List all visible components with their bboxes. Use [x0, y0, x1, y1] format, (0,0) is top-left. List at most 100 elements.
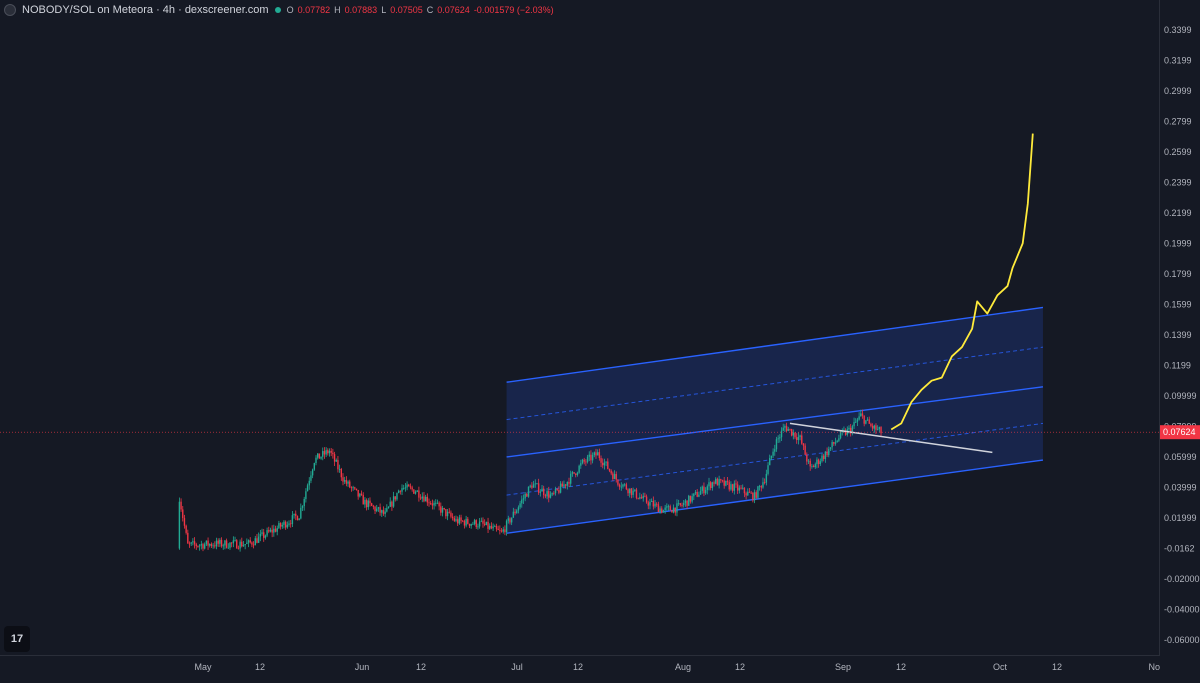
- candle: [244, 544, 246, 546]
- candle: [504, 529, 506, 533]
- candle: [418, 490, 420, 498]
- price-chart[interactable]: [0, 0, 1160, 656]
- candle: [703, 486, 705, 494]
- candle: [736, 484, 739, 491]
- price-tick-label: 0.03999: [1164, 483, 1197, 493]
- candle: [424, 496, 427, 502]
- channel-upper-line: [506, 306, 1044, 383]
- price-tick-label: -0.0162: [1164, 544, 1195, 554]
- candle: [848, 427, 850, 430]
- candle: [860, 413, 862, 417]
- candle: [532, 484, 535, 488]
- trendline: [789, 422, 993, 454]
- candle: [630, 488, 633, 495]
- candle: [693, 493, 695, 497]
- time-tick-label: Jun: [355, 662, 370, 672]
- candle: [731, 484, 734, 491]
- candle: [259, 533, 262, 537]
- candle: [445, 509, 447, 517]
- candle: [232, 540, 235, 544]
- candle: [790, 429, 793, 436]
- candle: [656, 503, 658, 505]
- candle: [804, 445, 806, 455]
- candle: [274, 528, 277, 532]
- candle: [183, 518, 186, 526]
- candle: [821, 455, 823, 462]
- candle: [586, 456, 589, 462]
- candle: [726, 480, 729, 483]
- symbol-title[interactable]: NOBODY/SOL on Meteora · 4h · dexscreener…: [22, 4, 269, 16]
- candle: [822, 455, 825, 460]
- high-value: 0.07883: [344, 5, 378, 15]
- candle: [627, 489, 629, 494]
- candle: [416, 490, 418, 492]
- candle: [701, 486, 703, 491]
- candle: [246, 542, 248, 545]
- candle: [396, 493, 398, 500]
- candle: [623, 484, 626, 486]
- candle: [568, 481, 570, 484]
- candle: [622, 484, 624, 487]
- candle: [708, 482, 710, 487]
- candle: [446, 511, 449, 517]
- candle: [502, 529, 504, 532]
- price-tick-label: -0.02000: [1164, 574, 1200, 584]
- price-axis[interactable]: 0.3399 0.3199 0.2999 0.2799 0.2599 0.2399 0.21…: [1159, 0, 1200, 656]
- candle: [730, 484, 732, 490]
- candle: [505, 520, 508, 533]
- candle: [386, 508, 388, 512]
- candle: [806, 454, 808, 462]
- price-tick-label: 0.2599: [1164, 147, 1192, 157]
- candle: [558, 490, 560, 493]
- candle: [205, 540, 208, 545]
- candle: [669, 506, 671, 511]
- candle: [620, 486, 622, 488]
- candle: [571, 472, 574, 474]
- candle: [637, 497, 639, 499]
- candle: [551, 493, 553, 495]
- candle: [308, 480, 310, 486]
- candle: [215, 540, 218, 547]
- candle: [370, 503, 373, 506]
- candle: [330, 450, 332, 453]
- candle: [809, 460, 811, 467]
- market-status-icon: [274, 7, 281, 13]
- candle: [239, 541, 241, 549]
- candle: [863, 415, 865, 424]
- candle: [217, 540, 219, 544]
- low-key: L: [381, 5, 387, 15]
- candle: [311, 469, 314, 476]
- candle: [861, 413, 864, 416]
- candle: [468, 523, 471, 526]
- time-axis[interactable]: May 12 Jun 12 Jul 12 Aug 12 Sep 12 Oct 12 No: [0, 655, 1160, 678]
- candle: [875, 425, 877, 430]
- candle: [406, 484, 408, 488]
- candle: [362, 495, 364, 505]
- candle: [190, 542, 192, 544]
- candle: [728, 482, 730, 490]
- candle: [699, 490, 702, 495]
- candle: [684, 500, 687, 503]
- price-tick-label: -0.06000: [1164, 635, 1200, 645]
- candle: [332, 452, 334, 455]
- candle: [733, 483, 735, 491]
- candle: [225, 540, 228, 548]
- candle: [849, 427, 852, 434]
- candle: [600, 458, 602, 463]
- candle: [819, 461, 822, 465]
- candle: [411, 487, 413, 490]
- projection-path: [890, 133, 1034, 431]
- candle: [544, 495, 547, 497]
- candle: [634, 489, 636, 491]
- tradingview-logo-icon[interactable]: 17: [4, 626, 30, 652]
- candle: [672, 507, 675, 513]
- candle: [482, 520, 484, 524]
- candle: [408, 484, 410, 487]
- candle: [527, 486, 530, 497]
- candle: [696, 491, 698, 497]
- candle: [824, 451, 827, 460]
- candle: [635, 489, 638, 498]
- candle: [214, 545, 216, 547]
- candle: [197, 546, 199, 547]
